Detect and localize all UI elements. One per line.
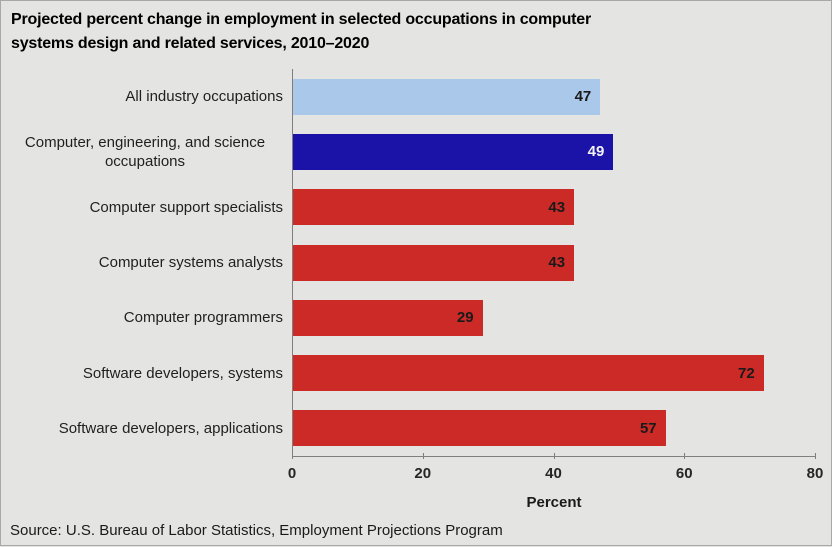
x-axis-tick-label: 60 <box>675 465 693 482</box>
x-axis-tick <box>292 453 293 459</box>
category-label-text: Software developers, applications <box>58 419 283 437</box>
x-axis-tick-label: 0 <box>287 465 297 482</box>
category-label: Software developers, applications <box>7 401 283 456</box>
category-label: Computer, engineering, and science occup… <box>7 124 283 179</box>
x-axis-tick-label: 40 <box>545 465 562 482</box>
bar: 47 <box>293 78 601 115</box>
category-label-text: Computer support specialists <box>89 198 283 216</box>
category-label-text: Computer, engineering, and science occup… <box>24 133 266 170</box>
bar: 43 <box>293 189 575 226</box>
bar-value-label: 43 <box>548 198 566 216</box>
y-axis-line <box>292 69 293 457</box>
category-label-text: Computer programmers <box>123 309 283 327</box>
category-label: Software developers, systems <box>7 345 283 400</box>
x-axis-tick <box>815 453 816 459</box>
bar: 57 <box>293 410 666 447</box>
category-label: All industry occupations <box>7 69 283 124</box>
chart-title-line-1: Projected percent change in employment i… <box>11 11 592 28</box>
x-axis-title: Percent <box>526 494 582 511</box>
bar: 29 <box>293 299 483 336</box>
bar-value-label: 57 <box>639 419 657 437</box>
bar-value-label: 47 <box>574 88 592 106</box>
bar: 72 <box>293 355 764 392</box>
category-label: Computer support specialists <box>7 180 283 235</box>
bar-value-label: 29 <box>456 309 474 327</box>
chart-title: Projected percent change in employment i… <box>11 8 591 56</box>
bar-value-label: 43 <box>548 254 566 271</box>
x-axis-tick <box>422 453 424 459</box>
bar-value-label: 49 <box>587 143 605 161</box>
bar: 43 <box>293 244 575 281</box>
bar: 49 <box>293 133 614 170</box>
x-axis-tick <box>684 453 686 459</box>
category-label-text: All industry occupations <box>125 88 283 106</box>
category-label: Computer systems analysts <box>7 235 283 290</box>
source-note: Source: U.S. Bureau of Labor Statistics,… <box>10 522 503 539</box>
x-axis-tick <box>553 453 555 459</box>
x-axis-tick-label: 80 <box>806 465 824 482</box>
category-label-text: Software developers, systems <box>82 364 283 382</box>
chart-title-line-2: systems design and related services, 201… <box>11 35 370 52</box>
category-label: Computer programmers <box>7 290 283 345</box>
x-axis-tick-label: 20 <box>414 465 432 482</box>
category-label-text: Computer systems analysts <box>98 253 283 271</box>
bar-value-label: 72 <box>738 364 755 382</box>
